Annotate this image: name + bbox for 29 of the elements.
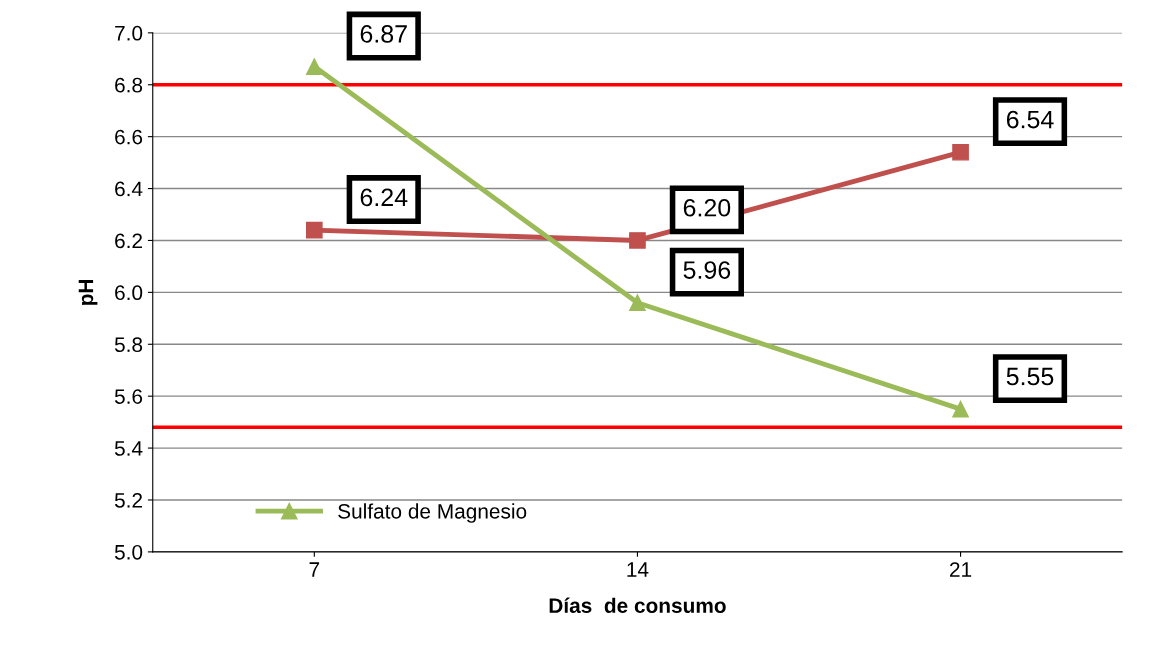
y-tick-label: 5.8 (114, 337, 143, 353)
data-label: 5.55 (1006, 367, 1054, 386)
point (629, 232, 646, 249)
x-tick-label: 21 (950, 562, 972, 577)
point (629, 294, 646, 312)
y-tick-label: 5.4 (114, 441, 143, 456)
y-tick-label: 6.0 (115, 285, 143, 301)
point (952, 143, 969, 161)
y-tick-label: 5.2 (114, 492, 142, 508)
y-tick-label: 7.0 (115, 25, 143, 41)
y-tick-label: 6.8 (115, 77, 143, 93)
x-axis-title: Días de consumo (549, 597, 726, 613)
legend-label: Sulfato de Magnesio (338, 503, 527, 523)
y-tick-label: 6.2 (115, 233, 142, 249)
data-label: 6.87 (360, 25, 407, 43)
data-label: 6.20 (683, 198, 731, 217)
point (952, 400, 969, 418)
y-tick-label: 5.0 (114, 544, 143, 560)
point (305, 221, 323, 239)
point (305, 58, 323, 75)
y-tick-label: 6.4 (115, 181, 143, 197)
y-tick-label: 5.6 (114, 389, 143, 404)
data-label: 6.54 (1006, 110, 1054, 129)
x-tick-label: 7 (309, 562, 320, 577)
x-tick-label: 14 (627, 562, 649, 577)
data-label: 6.24 (360, 188, 408, 207)
y-tick-label: 6.6 (115, 129, 143, 145)
y-axis-title: pH (78, 279, 98, 305)
data-label: 5.96 (683, 261, 731, 279)
